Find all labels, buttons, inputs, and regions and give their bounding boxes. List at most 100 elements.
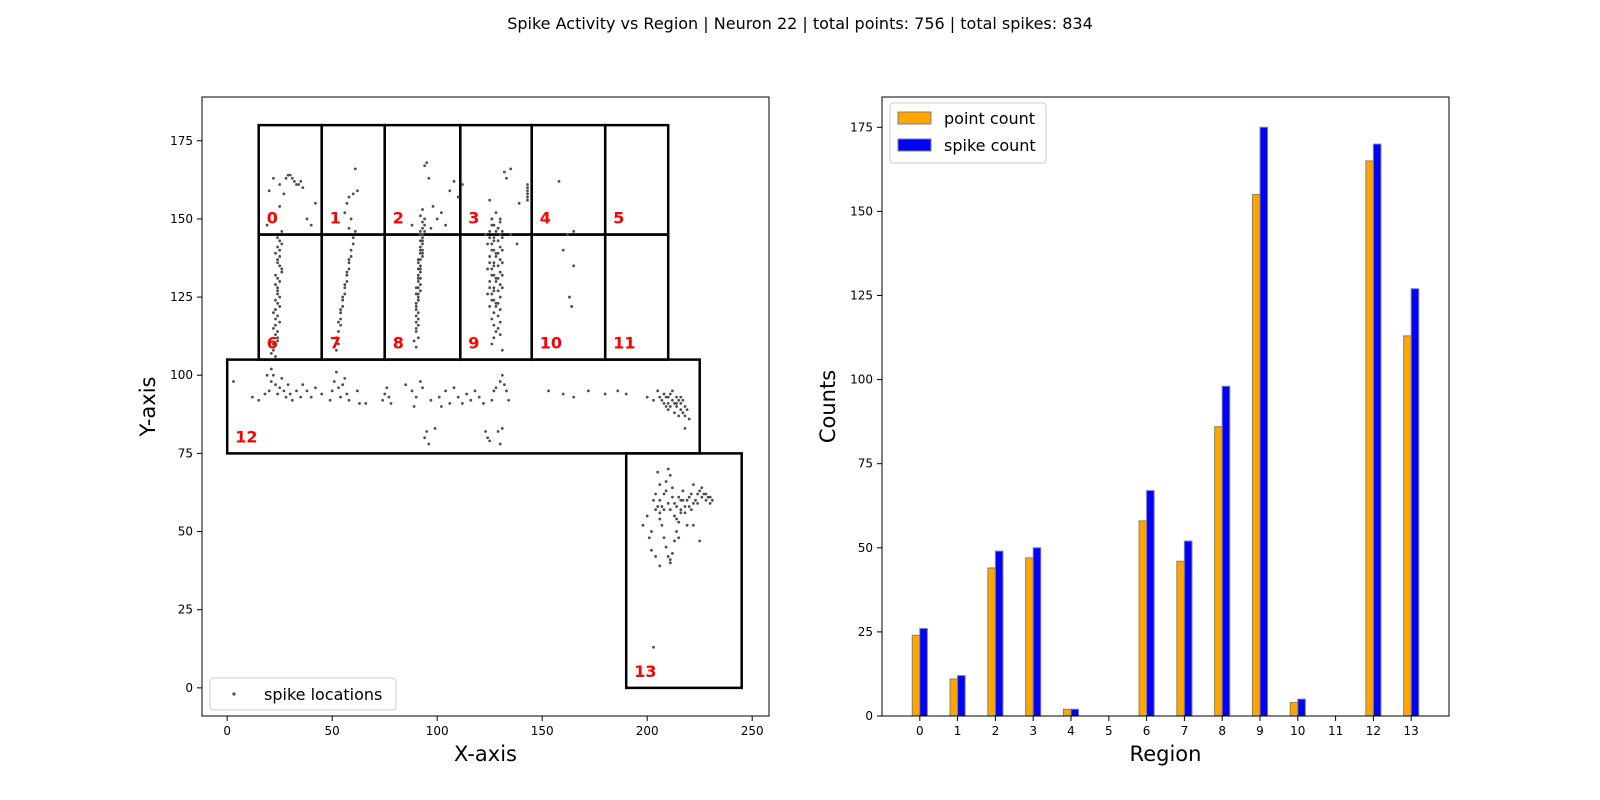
bar-spike-count — [1259, 126, 1269, 717]
spike-point — [547, 389, 550, 393]
spike-point — [675, 405, 678, 408]
spike-point — [276, 261, 279, 265]
spike-point — [692, 523, 695, 527]
spike-point — [276, 245, 279, 249]
spike-point — [641, 523, 645, 527]
spike-point — [494, 330, 498, 333]
spike-point — [278, 386, 282, 390]
x-tick-label: 0 — [916, 724, 924, 738]
spike-point — [526, 195, 529, 199]
spike-point — [421, 242, 424, 246]
spike-point — [664, 395, 668, 399]
spike-point — [328, 398, 332, 402]
spike-point — [421, 233, 424, 236]
spike-point — [708, 502, 712, 505]
spike-point — [414, 286, 418, 290]
spike-point — [673, 401, 676, 405]
spike-point — [414, 308, 418, 311]
spike-point — [265, 373, 269, 377]
region-box-13 — [624, 452, 743, 690]
spike-point — [410, 389, 414, 393]
spike-point — [505, 389, 508, 393]
spike-point — [509, 233, 513, 236]
spike-point — [419, 230, 422, 233]
spike-point — [385, 386, 389, 390]
spike-point — [383, 392, 387, 396]
spike-point — [414, 305, 418, 308]
spike-point — [666, 395, 670, 399]
x-tick-label: 10 — [1290, 724, 1305, 738]
spike-point — [414, 345, 418, 349]
spike-point — [427, 176, 431, 180]
spike-point — [671, 389, 674, 393]
spike-point — [301, 383, 305, 387]
spike-point — [440, 211, 443, 215]
spike-point — [603, 392, 607, 396]
spike-point — [423, 217, 426, 221]
spike-point — [416, 280, 420, 283]
bar-spike-count — [1070, 708, 1080, 717]
spike-point — [347, 195, 351, 199]
bar-point-count — [1365, 160, 1374, 717]
spike-point — [423, 164, 426, 168]
spike-point — [251, 395, 254, 399]
spike-point — [278, 320, 282, 324]
spike-point — [269, 351, 273, 355]
spike-point — [658, 517, 662, 521]
spike-point — [484, 430, 487, 433]
spike-point — [421, 386, 424, 390]
bar-spike-count — [1183, 540, 1193, 717]
spike-point — [498, 442, 502, 446]
spike-point — [677, 414, 681, 418]
spike-point — [572, 230, 576, 233]
spike-point — [488, 255, 492, 258]
spike-point — [500, 261, 504, 265]
bar-spike-count — [919, 628, 928, 717]
spike-point — [416, 261, 420, 265]
spike-point — [671, 552, 674, 555]
spike-point — [343, 292, 347, 296]
spike-point — [486, 292, 489, 296]
spike-point — [500, 230, 504, 233]
spike-point — [660, 523, 664, 527]
spike-point — [660, 398, 664, 402]
spike-point — [652, 398, 655, 402]
spike-point — [272, 373, 275, 377]
y-tick-label: 125 — [850, 288, 873, 302]
spike-point — [335, 348, 338, 352]
spike-point — [286, 383, 290, 387]
spike-point — [668, 508, 672, 512]
spike-point — [494, 386, 498, 390]
spike-point — [356, 389, 359, 393]
spike-point — [683, 426, 687, 430]
spike-point — [444, 389, 447, 393]
spike-point — [492, 264, 496, 268]
spike-point — [496, 276, 500, 280]
spike-point — [448, 189, 452, 193]
spike-point — [702, 492, 706, 496]
spike-point — [704, 498, 708, 502]
y-tick-label: 175 — [170, 134, 193, 148]
bar-legend: point count spike count — [889, 102, 1047, 164]
spike-point — [498, 220, 502, 224]
spike-point — [492, 248, 496, 252]
bar-point-count — [1251, 194, 1261, 717]
spike-point — [278, 264, 282, 268]
spike-point — [345, 201, 349, 205]
spike-point — [343, 211, 347, 215]
x-tick-label: 6 — [1143, 724, 1151, 738]
spike-point — [679, 408, 683, 412]
spike-point — [675, 395, 678, 399]
spike-point — [507, 398, 510, 402]
spike-point — [272, 342, 275, 346]
spike-point — [309, 395, 313, 399]
spike-point — [419, 276, 422, 280]
y-tick-label: 25 — [858, 625, 873, 639]
spike-point — [276, 314, 279, 318]
spike-point — [679, 401, 683, 405]
spike-point — [572, 395, 576, 399]
spike-point — [469, 398, 473, 402]
spike-point — [293, 180, 296, 183]
spike-point — [274, 317, 277, 321]
spike-point — [509, 167, 513, 171]
